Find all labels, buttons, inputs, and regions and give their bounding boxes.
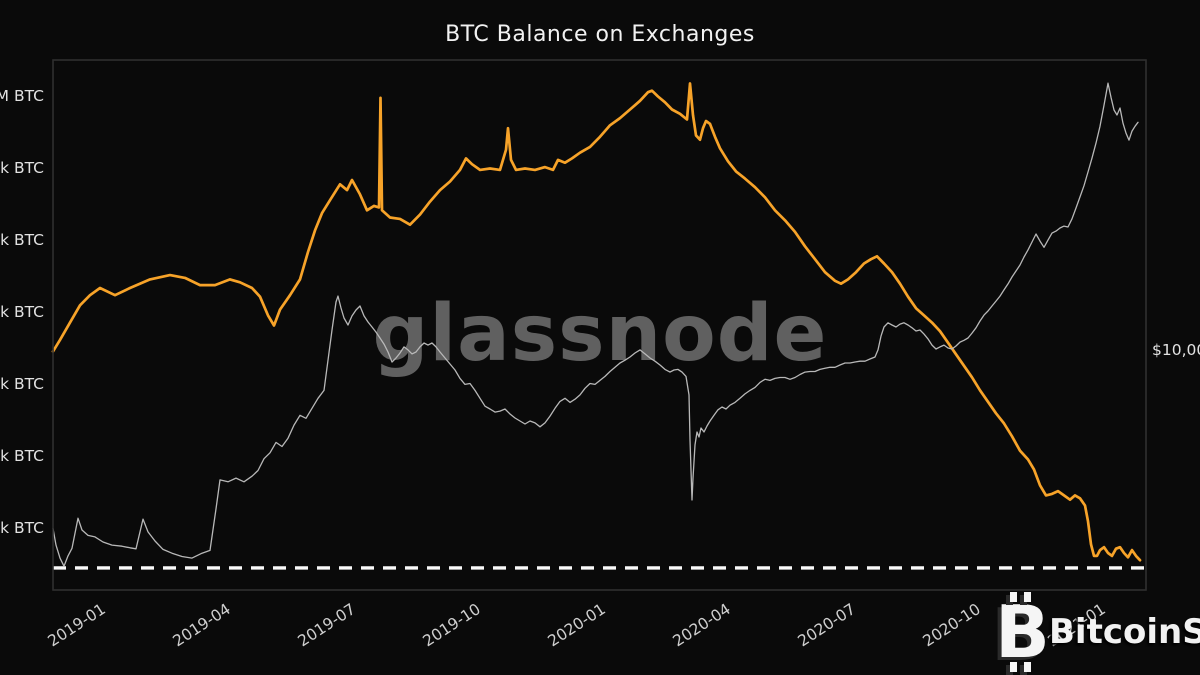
y-left-tick-label: k BTC: [0, 302, 44, 321]
y-left-tick-label: k BTC: [0, 230, 44, 249]
plot-border: [52, 59, 1147, 591]
balance-line-series: [51, 82, 1142, 562]
bitcoin-symbol-icon: B: [993, 590, 1050, 674]
y-axis-right-tick-label: $10,000: [1152, 341, 1200, 359]
y-left-tick-label: k BTC: [0, 446, 44, 465]
bitcoin-symbol-bottom-stub: [1024, 662, 1031, 672]
price-line-series: [52, 82, 1139, 567]
y-left-tick-label: M BTC: [0, 86, 44, 105]
bitcoin-symbol-top-stub: [1024, 592, 1031, 602]
chart-title: BTC Balance on Exchanges: [445, 22, 755, 47]
bitcoin-symbol-top-stub: [1010, 592, 1017, 602]
glassnode-watermark: glassnode: [372, 289, 828, 379]
y-left-tick-label: k BTC: [0, 374, 44, 393]
brand-name: BitcoinSistemi: [1049, 612, 1200, 652]
bitcoinsistemi-logo: B BitcoinSistemi: [993, 590, 1200, 674]
bitcoin-b-glyph: B: [995, 590, 1050, 674]
y-left-tick-label: k BTC: [0, 158, 44, 177]
y-left-tick-label: k BTC: [0, 518, 44, 537]
bitcoin-symbol-bottom-stub: [1010, 662, 1017, 672]
